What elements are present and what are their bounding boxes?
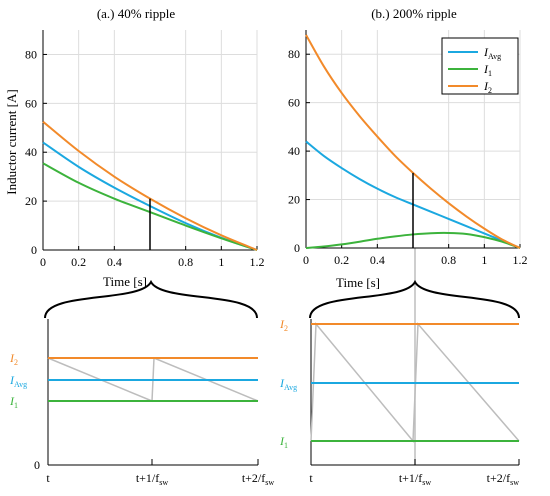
right-zoom-xtick-t: t bbox=[309, 471, 313, 485]
right-zoom-label-avg: IAvg bbox=[279, 376, 297, 392]
left-zoom-label-i1: I1 bbox=[9, 394, 18, 410]
left-xlabel: Time [s] bbox=[103, 274, 147, 289]
left-zoom-label-avg: IAvg bbox=[9, 373, 27, 389]
legend-label-avg: IAvg bbox=[483, 45, 501, 61]
right-xtick-label-0: 0 bbox=[303, 253, 309, 267]
right-xtick-label-2: 0.4 bbox=[370, 253, 385, 267]
right-xtick-label-5: 1.2 bbox=[513, 253, 528, 267]
right-xlabel: Time [s] bbox=[336, 275, 380, 290]
legend: IAvg I1 I2 bbox=[441, 37, 519, 95]
right-ytick-label-2: 40 bbox=[288, 144, 300, 158]
right-chart-title: (b.) 200% ripple bbox=[371, 6, 457, 21]
left-zoom-xtick-t2: t+2/fsw bbox=[242, 471, 275, 487]
left-xtick-label-4: 1 bbox=[218, 255, 224, 269]
left-zoom-xtick-t1: t+1/fsw bbox=[136, 471, 169, 487]
left-ylabel: Inductor current [A] bbox=[4, 89, 19, 194]
right-zoom-label-i2: I2 bbox=[279, 317, 288, 333]
left-xtick-label-3: 0.8 bbox=[178, 255, 193, 269]
left-plot: 0 0.2 0.4 0.8 1 1.2 0 20 40 60 80 bbox=[25, 30, 265, 269]
legend-label-i1: I1 bbox=[483, 62, 492, 78]
right-zoom-panel: I2 IAvg I1 t t+1/fsw t+2/fsw bbox=[279, 317, 520, 487]
legend-label-i2: I2 bbox=[483, 79, 492, 95]
right-xtick-label-4: 1 bbox=[481, 253, 487, 267]
left-ytick-label-0: 0 bbox=[31, 243, 37, 257]
right-ytick-label-4: 80 bbox=[288, 47, 300, 61]
right-series-2 bbox=[305, 34, 521, 249]
legend-box bbox=[441, 37, 519, 95]
left-ytick-label-4: 80 bbox=[25, 47, 37, 61]
left-ytick-label-1: 20 bbox=[25, 194, 37, 208]
right-ytick-label-3: 60 bbox=[288, 96, 300, 110]
left-zoom-brace bbox=[44, 279, 258, 319]
right-zoom-label-i1: I1 bbox=[279, 434, 288, 450]
left-zoom-xtick-t: t bbox=[46, 471, 50, 485]
left-xtick-label-2: 0.4 bbox=[107, 255, 122, 269]
right-zoom-brace bbox=[309, 279, 520, 319]
right-xtick-label-3: 0.8 bbox=[441, 253, 456, 267]
left-zoom-panel: I2 IAvg I1 0 t t+1/fsw t+2/fsw bbox=[9, 319, 274, 487]
left-chart-title: (a.) 40% ripple bbox=[97, 6, 176, 21]
left-zoom-label-i2: I2 bbox=[9, 351, 18, 367]
right-ytick-label-0: 0 bbox=[294, 241, 300, 255]
left-ytick-label-2: 40 bbox=[25, 145, 37, 159]
right-zoom-xtick-t1: t+1/fsw bbox=[399, 471, 432, 487]
left-zoom-y-zero: 0 bbox=[34, 458, 40, 472]
left-xtick-label-0: 0 bbox=[40, 255, 46, 269]
left-xtick-label-5: 1.2 bbox=[250, 255, 265, 269]
right-zoom-xtick-t2: t+2/fsw bbox=[487, 471, 520, 487]
right-xtick-label-1: 0.2 bbox=[334, 253, 349, 267]
left-xtick-label-1: 0.2 bbox=[71, 255, 86, 269]
right-plot: 0 0.2 0.4 0.8 1 1.2 0 20 40 60 80 bbox=[288, 30, 528, 267]
left-ytick-label-3: 60 bbox=[25, 96, 37, 110]
right-ytick-label-1: 20 bbox=[288, 193, 300, 207]
